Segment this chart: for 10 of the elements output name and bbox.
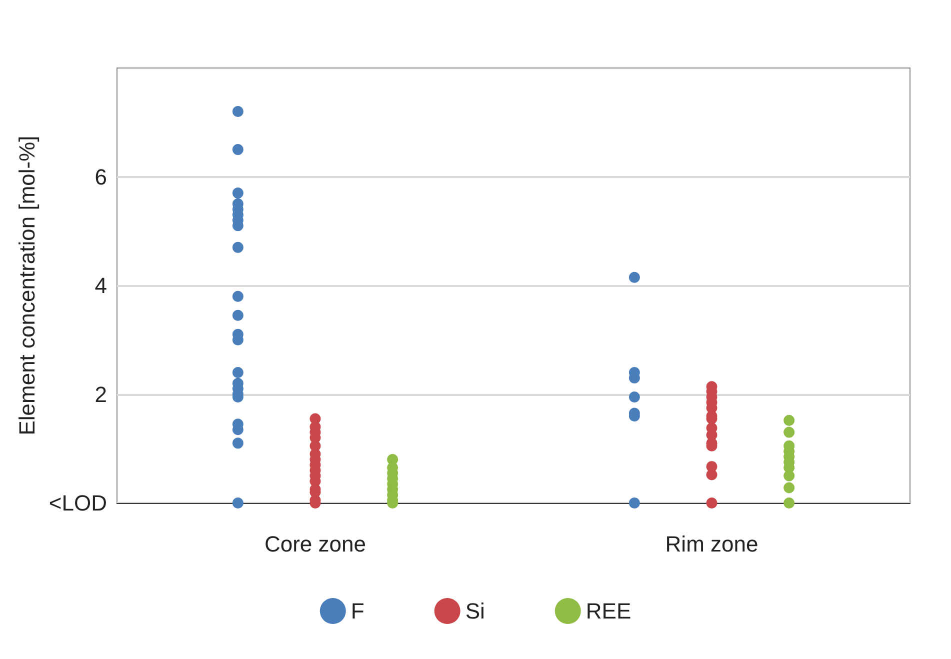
y-tick-label: 2 bbox=[94, 382, 107, 407]
legend-label: F bbox=[350, 598, 364, 624]
y-tick-label: 4 bbox=[94, 273, 107, 298]
x-tick-label: Core zone bbox=[264, 532, 366, 556]
legend-label: REE bbox=[586, 598, 632, 624]
y-tick-label: <LOD bbox=[48, 490, 107, 516]
y-axis-title: Element concentration [mol-%] bbox=[14, 136, 40, 436]
y-tick-label: 6 bbox=[94, 164, 107, 190]
x-tick-label: Rim zone bbox=[665, 532, 758, 556]
legend-label: Si bbox=[465, 598, 485, 624]
